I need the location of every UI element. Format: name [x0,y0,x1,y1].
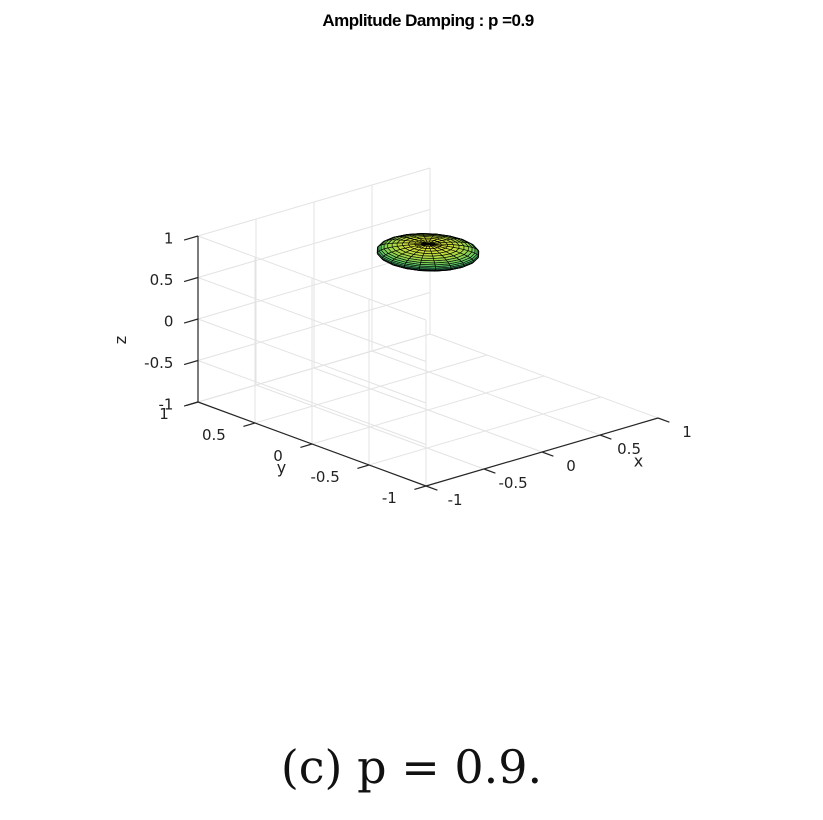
x-tick-label: -0.5 [498,474,527,492]
z-tick-label: 0 [164,312,174,330]
gridline [197,209,431,278]
surface-patch [383,243,389,250]
x-tick [657,417,670,423]
z-axis-label: z [111,336,130,344]
surface-patch [408,242,416,246]
tick-labels: -1 -1 -1 -0.5 -0.5 -0.5 0 0 0 0.5 0.5 0.5 1 1 1 [144,229,692,509]
x-tick-label: -1 [448,491,463,509]
z-tick-label: 0.5 [150,271,174,289]
surface-patch [402,242,409,246]
x-tick [599,434,612,440]
y-tick [414,485,427,490]
x-tick-label: 0 [566,457,576,475]
z-tick-label: 1 [164,229,174,247]
gridline [197,333,431,403]
axes [183,235,670,491]
y-tick [300,443,313,448]
y-tick [357,464,370,469]
z-tick [183,318,199,324]
y-tick-label: 1 [159,405,169,423]
gridline [429,333,659,419]
z-tick-label: -1 [158,395,173,413]
y-tick-label: -0.5 [311,468,340,486]
y-tick [243,422,256,427]
surface-patch [391,242,398,248]
surface-patch [414,242,422,245]
y-tick-label: 0 [273,447,283,465]
surface-patch [387,242,393,249]
gridline [371,350,601,436]
surface-patch [380,243,385,251]
gridline [197,277,427,362]
surface-patch [423,250,433,254]
gridline [197,167,431,237]
x-axis-label: x [634,452,643,471]
y-tick-label: -1 [382,489,397,507]
x-tick-label: 1 [682,423,692,441]
y-tick-label: 0.5 [202,426,226,444]
figure-caption: (c) p = 0.9. [280,740,543,794]
x-tick [541,451,554,457]
z-tick [183,359,199,366]
z-tick [183,235,199,241]
gridline [197,235,427,321]
x-tick-label: 0.5 [617,440,641,458]
y-axis-label: y [277,458,286,477]
x-tick [425,485,438,491]
x-tick [483,468,496,474]
chart-title: Amplitude Damping : p =0.9 [322,11,533,30]
surface-patch [378,244,382,252]
ellipsoid-surface [376,233,480,272]
z-tick [183,276,199,283]
surface-patch [396,242,403,247]
gridline [254,354,488,424]
gridline [311,375,545,445]
y-tick [186,401,199,406]
gridline [197,318,427,404]
bloch-sphere-plot: Amplitude Damping : p =0.9 -1 -1 -1 -0.5 -0.… [111,11,692,509]
z-tick-label: -0.5 [144,354,173,372]
